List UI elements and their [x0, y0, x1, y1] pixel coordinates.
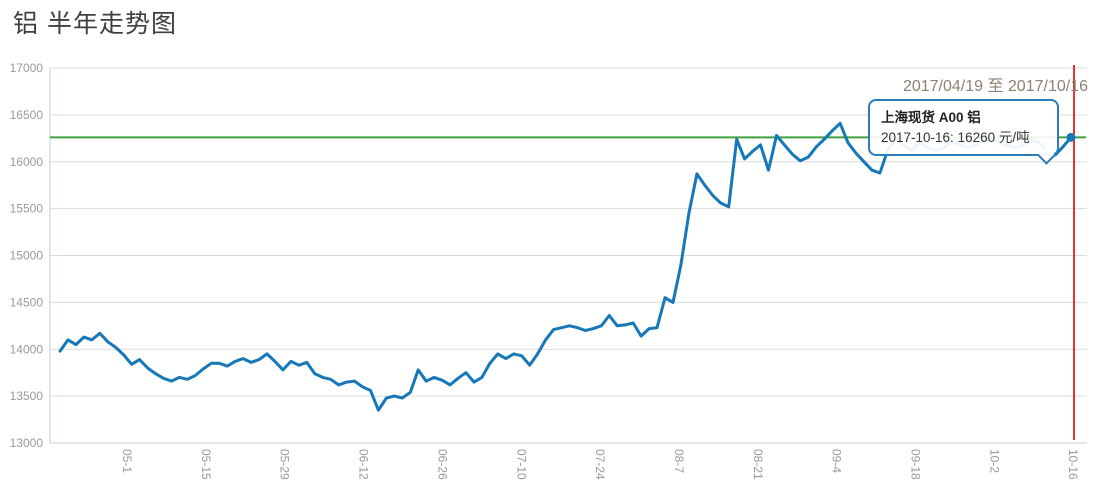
x-axis-label: 08-21: [751, 449, 765, 480]
x-axis-label: 09-18: [909, 449, 923, 480]
x-axis-label: 05-29: [278, 449, 292, 480]
x-axis-label: 07-10: [514, 449, 528, 480]
last-point-marker[interactable]: [1066, 132, 1076, 142]
date-range-label: 2017/04/19 至 2017/10/16: [902, 78, 1088, 95]
y-axis-label: 15000: [10, 249, 44, 263]
tooltip-value: 2017-10-16: 16260 元/吨: [881, 129, 1030, 145]
y-axis-label: 15500: [10, 202, 44, 216]
x-axis-label: 07-24: [593, 449, 607, 480]
x-axis-label: 06-12: [357, 449, 371, 480]
x-axis-label: 10-16: [1066, 449, 1080, 480]
price-line[interactable]: [58, 121, 1073, 412]
y-axis-label: 14000: [10, 342, 44, 356]
x-axis-label: 09-4: [830, 449, 844, 473]
page-title: 铝 半年走势图: [13, 10, 177, 38]
x-axis-label: 08-7: [672, 449, 686, 473]
y-axis-label: 13500: [10, 389, 44, 403]
tooltip: 上海现货 A00 铝 2017-10-16: 16260 元/吨: [868, 99, 1059, 156]
tooltip-series-name: 上海现货 A00 铝: [881, 110, 981, 125]
x-axis-label: 06-26: [435, 449, 449, 480]
y-axis-label: 14500: [10, 295, 44, 309]
y-axis-label: 16000: [10, 155, 44, 169]
y-axis-label: 16500: [10, 108, 44, 122]
y-axis-label: 13000: [10, 436, 44, 450]
x-axis-label: 05-15: [199, 449, 213, 480]
x-axis-label: 05-1: [120, 449, 134, 473]
y-axis-label: 17000: [10, 61, 44, 75]
x-axis-label: 10-2: [987, 449, 1001, 473]
